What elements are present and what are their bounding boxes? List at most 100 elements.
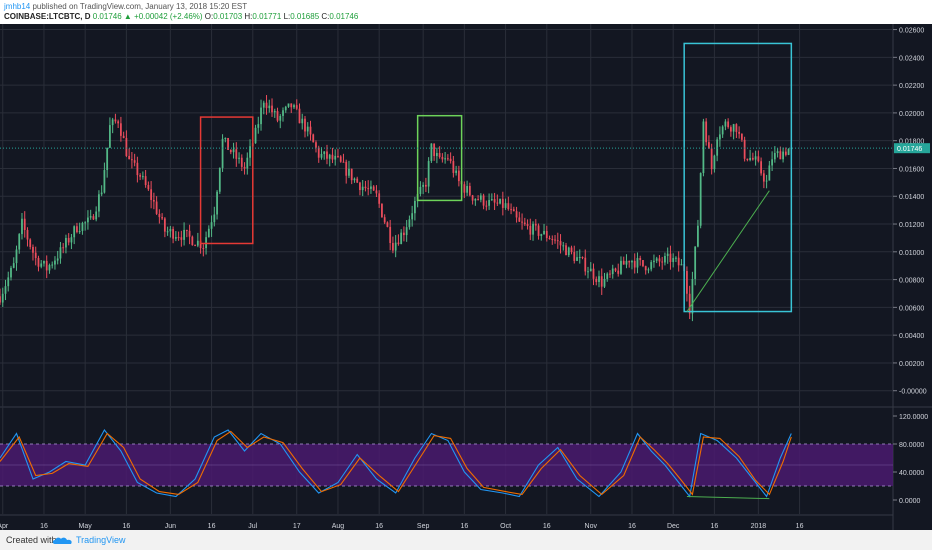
candle-body xyxy=(510,209,512,211)
candle-body xyxy=(740,133,743,140)
candle-body xyxy=(757,156,760,162)
candle-body xyxy=(457,170,460,182)
candle-body xyxy=(243,166,246,169)
price-tick-label: 0.01400 xyxy=(899,194,924,201)
candle-body xyxy=(174,237,177,239)
green-box-annotation xyxy=(416,114,463,202)
candle-body xyxy=(647,269,650,271)
candle-body xyxy=(455,170,458,173)
candle-body xyxy=(617,270,620,274)
candle-body xyxy=(29,239,32,247)
candle-body xyxy=(592,268,595,279)
candle-body xyxy=(21,218,23,235)
candle-body xyxy=(317,147,320,158)
candle-body xyxy=(260,107,262,125)
candle-body xyxy=(675,257,677,259)
axes: 0.02600 0.02400 0.02200 0.02000 0.01800 0.016… xyxy=(0,28,928,530)
candle-body xyxy=(15,249,18,264)
candle-body xyxy=(526,224,529,226)
candle-body xyxy=(92,216,95,220)
open-value: 0.01703 xyxy=(213,12,243,21)
current-price-tag xyxy=(894,143,930,154)
candle-body xyxy=(298,108,301,124)
candle-body xyxy=(221,138,224,168)
candle-body xyxy=(702,121,705,174)
time-tick-label: 16 xyxy=(40,523,48,530)
candle-body xyxy=(784,151,787,155)
candle-body xyxy=(548,238,551,240)
candle-body xyxy=(493,199,496,203)
time-tick-label: May xyxy=(79,523,93,530)
time-tick-label: 16 xyxy=(375,523,383,530)
candle-body xyxy=(719,134,721,140)
candle-body xyxy=(254,127,257,144)
candle-body xyxy=(768,165,771,181)
candle-body xyxy=(287,103,290,107)
candle-body xyxy=(32,246,34,253)
candle-body xyxy=(26,230,29,240)
candle-body xyxy=(273,111,276,113)
rsi-series-line xyxy=(0,430,792,496)
candle-body xyxy=(246,157,249,169)
candle-body xyxy=(433,143,436,157)
price-tick-label: 0.01200 xyxy=(899,222,924,229)
candle-body xyxy=(713,155,716,170)
candle-body xyxy=(444,158,447,160)
candle-body xyxy=(40,263,43,267)
candle-body xyxy=(727,121,730,128)
candle-body xyxy=(383,217,386,223)
candle-body xyxy=(782,151,784,160)
candle-body xyxy=(504,203,507,208)
candle-body xyxy=(765,180,768,182)
time-tick-label: 16 xyxy=(208,523,216,530)
candle-body xyxy=(18,234,21,250)
candle-body xyxy=(389,226,392,243)
candle-body xyxy=(67,237,70,243)
tradingview-link[interactable]: TradingView xyxy=(76,535,126,545)
candle-body xyxy=(435,152,438,157)
candle-body xyxy=(392,242,394,251)
close-label: C: xyxy=(321,12,330,21)
rsi-series-line xyxy=(0,429,792,498)
candle-body xyxy=(468,186,471,196)
candle-body xyxy=(776,151,779,154)
candle-body xyxy=(320,153,323,158)
price-tick-label: 0.00400 xyxy=(899,333,924,340)
candle-body xyxy=(23,218,26,231)
candle-body xyxy=(644,266,647,271)
candle-body xyxy=(518,217,521,222)
candle-body xyxy=(537,225,540,236)
candle-body xyxy=(386,222,389,227)
price-change: +0.00042 (+2.46%) xyxy=(134,12,203,21)
candle-body xyxy=(345,161,348,176)
candle-body xyxy=(523,222,526,225)
price-tick-label: 0.02000 xyxy=(899,111,924,118)
candle-body xyxy=(183,229,185,240)
symbol-name[interactable]: COINBASE:LTCBTC, D xyxy=(4,12,91,21)
candle-body xyxy=(587,271,589,273)
candle-body xyxy=(205,237,207,249)
chart-canvas[interactable]: 0.02600 0.02400 0.02200 0.02000 0.01800 0.016… xyxy=(0,24,932,530)
candle-body xyxy=(477,198,479,200)
candle-body xyxy=(367,188,370,190)
candle-body xyxy=(122,135,125,139)
candle-body xyxy=(240,157,243,167)
time-tick-label: Oct xyxy=(500,523,511,530)
candle-body xyxy=(361,186,364,191)
candle-body xyxy=(130,159,133,161)
candle-body xyxy=(567,247,570,256)
candle-body xyxy=(359,182,361,191)
candle-body xyxy=(705,121,708,143)
price-tick-label: 0.02400 xyxy=(899,55,924,62)
candle-body xyxy=(488,200,490,206)
author-link[interactable]: jmhb14 xyxy=(4,2,31,11)
price-tick-label: 0.01800 xyxy=(899,139,924,146)
price-tick-label: -0.00000 xyxy=(899,389,927,396)
candle-body xyxy=(257,124,260,128)
price-tick-label: 0.00800 xyxy=(899,278,924,285)
candle-body xyxy=(642,260,644,267)
candle-body xyxy=(235,149,238,159)
candle-body xyxy=(293,105,295,108)
candle-body xyxy=(125,138,128,156)
candle-body xyxy=(78,230,81,233)
